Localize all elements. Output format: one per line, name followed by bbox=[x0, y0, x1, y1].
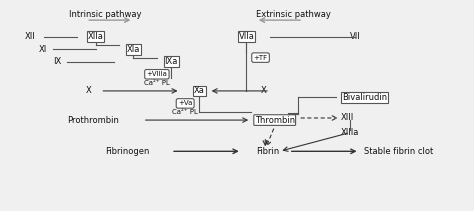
Text: X: X bbox=[86, 87, 92, 95]
Text: Fibrin: Fibrin bbox=[256, 147, 279, 156]
Text: Ca²⁺ PL: Ca²⁺ PL bbox=[144, 80, 170, 86]
Text: +TF: +TF bbox=[254, 55, 268, 61]
Text: Bivalirudin: Bivalirudin bbox=[342, 93, 387, 102]
Text: VIIa: VIIa bbox=[238, 32, 255, 41]
Text: Extrinsic pathway: Extrinsic pathway bbox=[256, 10, 331, 19]
Text: XIII: XIII bbox=[341, 114, 354, 123]
Text: Thrombin: Thrombin bbox=[255, 116, 295, 124]
Text: IXa: IXa bbox=[164, 57, 178, 66]
Text: XII: XII bbox=[25, 32, 36, 41]
Text: XI: XI bbox=[39, 45, 47, 54]
Text: X: X bbox=[261, 87, 266, 95]
Text: +VIIIa: +VIIIa bbox=[146, 71, 167, 77]
Text: Fibrinogen: Fibrinogen bbox=[105, 147, 149, 156]
Text: VII: VII bbox=[350, 32, 361, 41]
Text: Xa: Xa bbox=[194, 87, 205, 95]
Text: XIIIa: XIIIa bbox=[341, 128, 359, 137]
Text: XIa: XIa bbox=[127, 45, 140, 54]
Text: XIIa: XIIa bbox=[88, 32, 104, 41]
Text: Stable fibrin clot: Stable fibrin clot bbox=[364, 147, 434, 156]
Text: IX: IX bbox=[53, 57, 62, 66]
Text: Ca²⁺ PL: Ca²⁺ PL bbox=[172, 109, 198, 115]
Text: Intrinsic pathway: Intrinsic pathway bbox=[69, 10, 141, 19]
Text: Prothrombin: Prothrombin bbox=[67, 116, 119, 124]
Text: +Va: +Va bbox=[178, 100, 192, 106]
